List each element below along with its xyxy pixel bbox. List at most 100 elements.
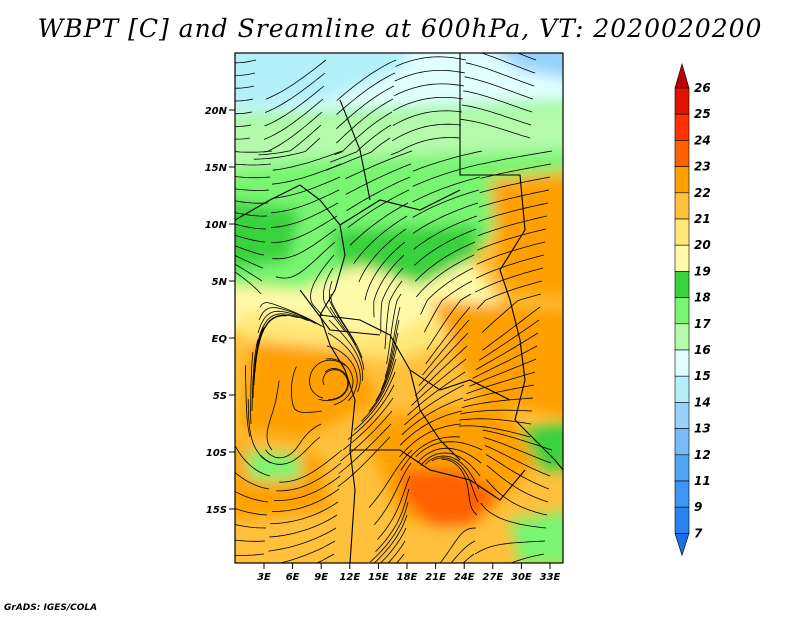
- lon-label: 15E: [368, 572, 389, 583]
- streamline: [361, 358, 397, 422]
- colorbar-swatch: [674, 62, 690, 89]
- streamline: [425, 306, 471, 365]
- map-title: WBPT [C] and Sreamline at 600hPa, VT: 20…: [37, 14, 763, 43]
- streamline: [486, 464, 549, 503]
- lat-label: EQ: [212, 334, 228, 345]
- streamline: [235, 508, 268, 516]
- streamline: [235, 188, 270, 191]
- streamline: [509, 553, 545, 563]
- lon-label: 9E: [314, 572, 328, 583]
- streamline: [318, 368, 349, 402]
- streamline: [235, 72, 256, 76]
- streamline: [387, 540, 406, 563]
- colorbar-label: 21: [694, 212, 711, 226]
- streamline: [461, 104, 532, 126]
- streamline: [271, 189, 340, 214]
- streamline: [431, 457, 479, 503]
- streamline: [328, 319, 364, 382]
- streamline: [265, 59, 327, 100]
- colorbar-label: 19: [694, 264, 711, 278]
- streamline: [481, 293, 542, 333]
- streamline: [439, 527, 477, 563]
- lon-label: 12E: [339, 572, 360, 583]
- streamline: [380, 319, 400, 390]
- streamline: [393, 97, 464, 111]
- streamline: [412, 176, 481, 203]
- streamline: [380, 527, 407, 563]
- colorbar-label: 11: [694, 474, 711, 488]
- streamline: [480, 53, 536, 74]
- colorbar-swatch: [674, 297, 690, 325]
- streamline: [516, 53, 537, 61]
- lon-label: 27E: [482, 572, 503, 583]
- streamline: [461, 397, 534, 408]
- colorbar-swatch: [674, 323, 690, 351]
- streamline: [315, 553, 335, 563]
- streamline: [373, 254, 405, 318]
- colorbar-swatch: [674, 454, 690, 482]
- streamline: [310, 254, 335, 316]
- streamline: [330, 294, 363, 359]
- streamline: [477, 215, 548, 237]
- streamline: [322, 267, 346, 332]
- streamline: [268, 527, 337, 552]
- streamline: [485, 454, 550, 490]
- latitude-axis: 20N 15N 10N 5N EQ 5S 10S 15S: [205, 106, 235, 516]
- streamline: [235, 263, 263, 282]
- streamline: [235, 539, 266, 542]
- streamline: [420, 267, 474, 315]
- streamline: [466, 371, 536, 395]
- colorbar-swatch: [674, 113, 690, 141]
- lat-label: 15N: [205, 163, 228, 174]
- colorbar-swatch: [674, 375, 690, 403]
- streamline: [472, 345, 538, 379]
- streamline: [469, 358, 537, 387]
- streamline: [478, 202, 549, 222]
- colorbar-swatch: [674, 402, 690, 429]
- streamline: [337, 436, 391, 487]
- streamline: [477, 228, 547, 251]
- streamline: [235, 234, 266, 243]
- streamline: [386, 293, 402, 365]
- streamline: [269, 514, 338, 538]
- wbpt-field: [235, 53, 563, 563]
- streamline: [264, 72, 326, 113]
- streamline: [235, 490, 269, 503]
- lat-label: 5N: [212, 277, 228, 288]
- colorbar-label: 26: [694, 81, 711, 95]
- streamline: [353, 371, 396, 431]
- streamline: [263, 98, 324, 140]
- streamline: [278, 540, 336, 563]
- streamline: [247, 399, 272, 464]
- streamline: [235, 137, 251, 140]
- lon-label: 21E: [425, 572, 446, 583]
- streamline: [327, 332, 361, 392]
- colorbar-label: 15: [694, 369, 711, 383]
- colorbar-label: 24: [694, 133, 711, 147]
- streamline: [235, 150, 273, 153]
- streamline: [368, 449, 413, 508]
- streamline: [424, 280, 473, 333]
- colorbar-swatch: [674, 506, 690, 534]
- streamline: [336, 85, 395, 130]
- streamline: [235, 176, 271, 179]
- streamline: [235, 124, 252, 127]
- streamline: [480, 502, 547, 529]
- streamline: [347, 384, 395, 440]
- streamline: [420, 452, 481, 477]
- streamline: [462, 553, 475, 563]
- colorbar-label: 12: [694, 448, 711, 462]
- colorbar-label: 13: [694, 422, 711, 436]
- streamline: [322, 369, 349, 401]
- streamline: [272, 150, 343, 171]
- streamline: [235, 553, 265, 556]
- streamline: [265, 423, 322, 459]
- streamline: [384, 280, 403, 350]
- streamline: [235, 444, 271, 477]
- streamline: [326, 137, 391, 171]
- streamline: [459, 425, 531, 438]
- streamline: [334, 111, 393, 155]
- streamline: [325, 358, 354, 406]
- lon-label: 33E: [540, 572, 561, 583]
- streamline: [253, 317, 274, 386]
